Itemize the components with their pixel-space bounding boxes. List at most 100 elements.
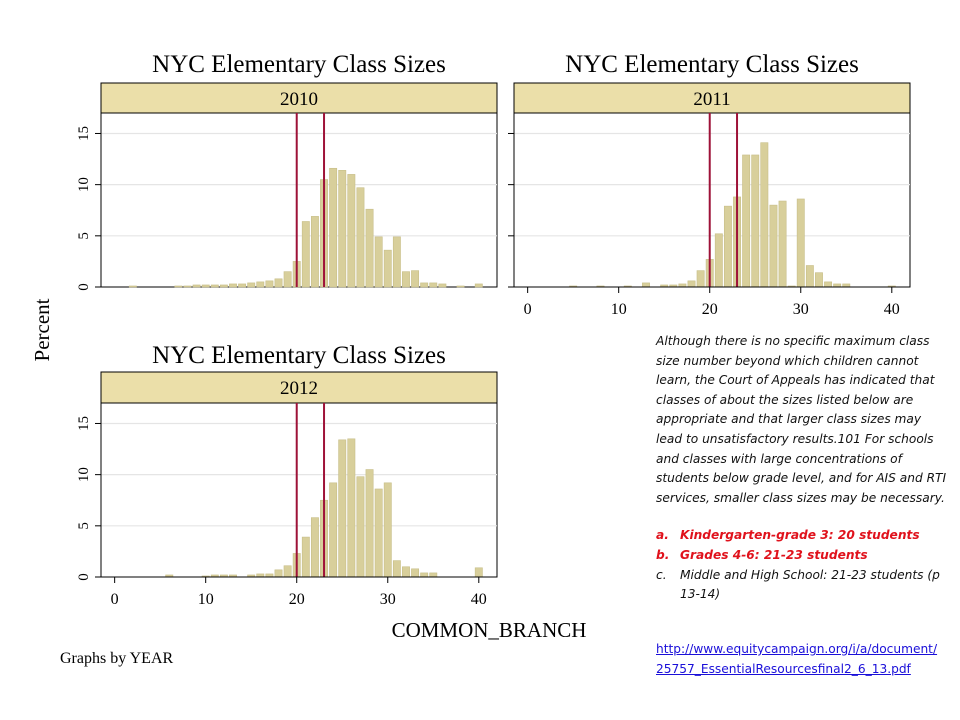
- graphs-by-note: Graphs by YEAR: [60, 650, 174, 667]
- histogram-bar: [402, 566, 410, 578]
- guideline-item-middle-high: c. Middle and High School: 21-23 students…: [656, 566, 948, 605]
- histogram-bar: [742, 154, 751, 288]
- panel-year-label: 2011: [693, 89, 730, 110]
- histogram-bar: [420, 282, 429, 288]
- histogram-bar: [219, 284, 228, 288]
- source-link[interactable]: http://www.equitycampaign.org/i/a/docume…: [656, 642, 938, 676]
- x-tick-label: 40: [884, 301, 900, 318]
- chart-panel-2010: NYC Elementary Class Sizes 2010 0 5 10 15: [76, 51, 498, 291]
- guideline-text: Kindergarten-grade 3: 20 students: [680, 528, 920, 543]
- histogram-bar: [642, 282, 650, 288]
- histogram-bar: [411, 568, 420, 578]
- histogram-bar: [265, 280, 274, 288]
- x-axis-label: COMMON_BRANCH: [392, 618, 587, 642]
- chart-title: NYC Elementary Class Sizes: [565, 51, 859, 78]
- panel-strip: [100, 82, 498, 114]
- guideline-marker: c.: [656, 567, 667, 582]
- histogram-bar: [247, 282, 256, 288]
- y-tick-label: 15: [76, 126, 92, 141]
- histogram-bar: [283, 271, 292, 288]
- histogram-bar: [456, 285, 465, 288]
- guideline-marker: a.: [656, 528, 669, 543]
- histogram-bar: [383, 249, 392, 288]
- histogram-bar: [760, 142, 769, 288]
- histogram-bar: [356, 476, 365, 578]
- histogram-bar: [238, 283, 247, 288]
- histogram-bar: [429, 282, 438, 288]
- histogram-bar: [365, 208, 374, 288]
- note-paragraph: Although there is no specific maximum cl…: [656, 334, 947, 505]
- histogram-bar: [301, 221, 310, 288]
- histogram-bar: [383, 482, 392, 578]
- histogram-bar: [183, 285, 192, 288]
- histogram-bar: [392, 236, 401, 288]
- histogram-bar: [201, 284, 210, 288]
- histogram-bar: [274, 278, 283, 288]
- histogram-bar: [301, 536, 310, 578]
- x-tick-label: 0: [524, 301, 532, 318]
- histogram-bar: [687, 280, 696, 288]
- histogram-bar: [329, 482, 338, 578]
- plot-area: [100, 112, 498, 288]
- histogram-bar: [796, 198, 805, 288]
- panel-year-label: 2010: [280, 89, 318, 110]
- histogram-bar: [824, 281, 833, 288]
- histogram-bar: [429, 572, 438, 578]
- x-tick-label: 10: [198, 591, 214, 608]
- guideline-marker: b.: [656, 547, 670, 562]
- panel-strip: [100, 371, 498, 404]
- class-size-note: Although there is no specific maximum cl…: [656, 332, 948, 605]
- plot-area: [100, 402, 498, 578]
- x-tick-label: 30: [380, 591, 396, 608]
- x-tick-label: 20: [289, 591, 305, 608]
- y-tick-label: 0: [76, 283, 92, 291]
- histogram-bar: [374, 488, 383, 578]
- histogram-bar: [751, 154, 760, 288]
- histogram-bar: [815, 272, 823, 288]
- histogram-bar: [356, 187, 365, 288]
- histogram-bar: [365, 469, 374, 578]
- histogram-bar: [347, 438, 356, 578]
- histogram-bar: [778, 200, 787, 288]
- histogram-bar: [420, 572, 429, 578]
- y-tick-label: 5: [76, 232, 92, 240]
- histogram-bar: [128, 285, 137, 288]
- histogram-bar: [347, 174, 356, 288]
- histogram-bar: [329, 167, 338, 288]
- histogram-bar: [474, 567, 483, 578]
- y-tick-label: 15: [76, 416, 92, 431]
- x-tick-label: 10: [611, 301, 627, 318]
- class-size-guidelines-list: a. Kindergarten-grade 3: 20 students b. Gr…: [656, 526, 948, 604]
- histogram-bar: [392, 560, 401, 578]
- histogram-bar: [402, 271, 410, 288]
- y-tick-label: 10: [76, 467, 92, 482]
- histogram-bar: [769, 204, 778, 288]
- histogram-bar: [174, 285, 183, 288]
- histogram-bar: [256, 281, 265, 288]
- histogram-bar: [229, 283, 237, 288]
- x-tick-label: 20: [702, 301, 718, 318]
- histogram-bar: [274, 569, 283, 578]
- x-tick-label: 40: [471, 591, 487, 608]
- y-axis-label: Percent: [30, 298, 54, 361]
- guideline-text: Grades 4-6: 21-23 students: [680, 547, 868, 562]
- chart-title: NYC Elementary Class Sizes: [152, 51, 446, 78]
- guideline-item-k3: a. Kindergarten-grade 3: 20 students: [656, 526, 948, 546]
- histogram-bar: [474, 283, 483, 288]
- x-tick-label: 0: [111, 591, 119, 608]
- chart-title: NYC Elementary Class Sizes: [152, 342, 446, 369]
- histogram-bar: [805, 265, 814, 288]
- histogram-bar: [338, 170, 347, 288]
- histogram-bar: [192, 284, 201, 288]
- guideline-item-4-6: b. Grades 4-6: 21-23 students: [656, 546, 948, 566]
- histogram-bar: [310, 216, 319, 288]
- x-tick-label: 30: [793, 301, 809, 318]
- histogram-bar: [723, 205, 732, 288]
- histogram-bar: [310, 517, 319, 578]
- guideline-text: Middle and High School: 21-23 students (…: [680, 567, 940, 602]
- panel-strip: [513, 82, 911, 114]
- histogram-bar: [374, 236, 383, 288]
- panel-year-label: 2012: [280, 378, 318, 399]
- y-tick-label: 5: [76, 522, 92, 530]
